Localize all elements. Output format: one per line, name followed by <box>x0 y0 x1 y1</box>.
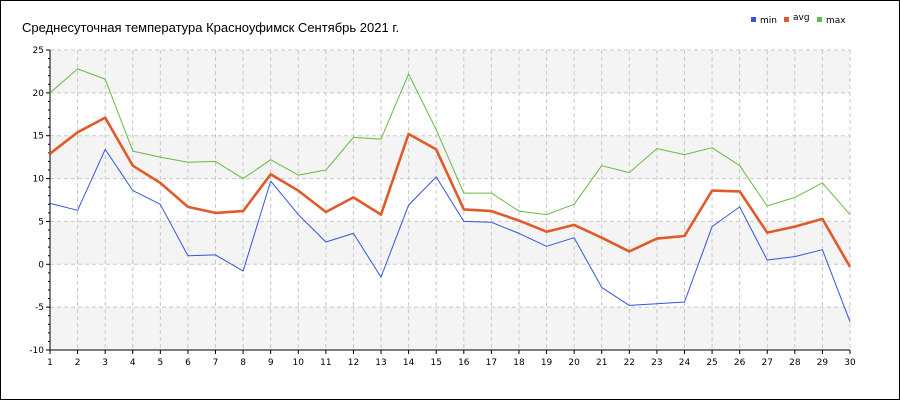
x-tick-label: 1 <box>47 358 53 368</box>
x-tick-label: 6 <box>185 358 191 368</box>
x-tick-label: 3 <box>102 358 108 368</box>
x-tick-label: 11 <box>320 358 331 368</box>
x-tick-label: 16 <box>458 358 470 368</box>
series-line-avg <box>49 116 852 268</box>
alternating-bands <box>50 50 850 350</box>
x-tick-label: 19 <box>541 358 553 368</box>
legend-swatch-max <box>817 17 822 22</box>
series-lines <box>49 68 852 322</box>
x-tick-label: 26 <box>734 358 746 368</box>
x-tick-label: 27 <box>762 358 773 368</box>
x-tick-label: 20 <box>568 358 580 368</box>
x-tick-label: 14 <box>403 358 415 368</box>
x-tick-label: 10 <box>293 358 305 368</box>
x-tick-label: 30 <box>844 358 856 368</box>
x-tick-label: 7 <box>213 358 219 368</box>
y-tick-label: 0 <box>38 260 44 270</box>
y-tick-label: 20 <box>33 89 45 99</box>
x-tick-label: 8 <box>240 358 246 368</box>
y-tick-label: 5 <box>38 217 44 227</box>
x-tick-label: 9 <box>268 358 274 368</box>
x-tick-label: 12 <box>348 358 359 368</box>
grid-band <box>50 50 850 93</box>
x-tick-label: 21 <box>596 358 607 368</box>
y-tick-label: 25 <box>33 46 44 56</box>
series-line-max <box>49 68 851 216</box>
x-tick-label: 28 <box>789 358 801 368</box>
x-tick-label: 4 <box>130 358 136 368</box>
legend: min avg max <box>751 13 846 26</box>
grid-band <box>50 221 850 265</box>
grid-band <box>50 307 850 350</box>
y-tick-label: -5 <box>35 303 44 313</box>
legend-label-avg: avg <box>793 13 810 23</box>
grid-band <box>50 135 850 179</box>
x-tick-label: 22 <box>624 358 635 368</box>
chart-title: Среднесуточная температура Красноуфимск … <box>22 20 399 35</box>
x-tick-label: 5 <box>157 358 163 368</box>
legend-label-max: max <box>826 16 846 26</box>
y-tick-label: 10 <box>33 175 45 185</box>
x-tick-label: 25 <box>706 358 717 368</box>
axes <box>46 49 851 354</box>
y-tick-label: 15 <box>33 132 44 142</box>
legend-swatch-avg <box>784 17 789 22</box>
x-tick-label: 15 <box>430 358 441 368</box>
x-tick-label: 23 <box>651 358 662 368</box>
x-tick-label: 24 <box>679 358 691 368</box>
y-tick-label: -10 <box>29 346 44 356</box>
x-tick-label: 13 <box>375 358 386 368</box>
x-tick-label: 17 <box>486 358 497 368</box>
x-tick-label: 18 <box>513 358 525 368</box>
x-tick-label: 2 <box>75 358 81 368</box>
x-tick-label: 29 <box>817 358 829 368</box>
series-line-min <box>49 148 851 322</box>
legend-swatch-min <box>751 17 756 22</box>
legend-label-min: min <box>760 16 777 26</box>
